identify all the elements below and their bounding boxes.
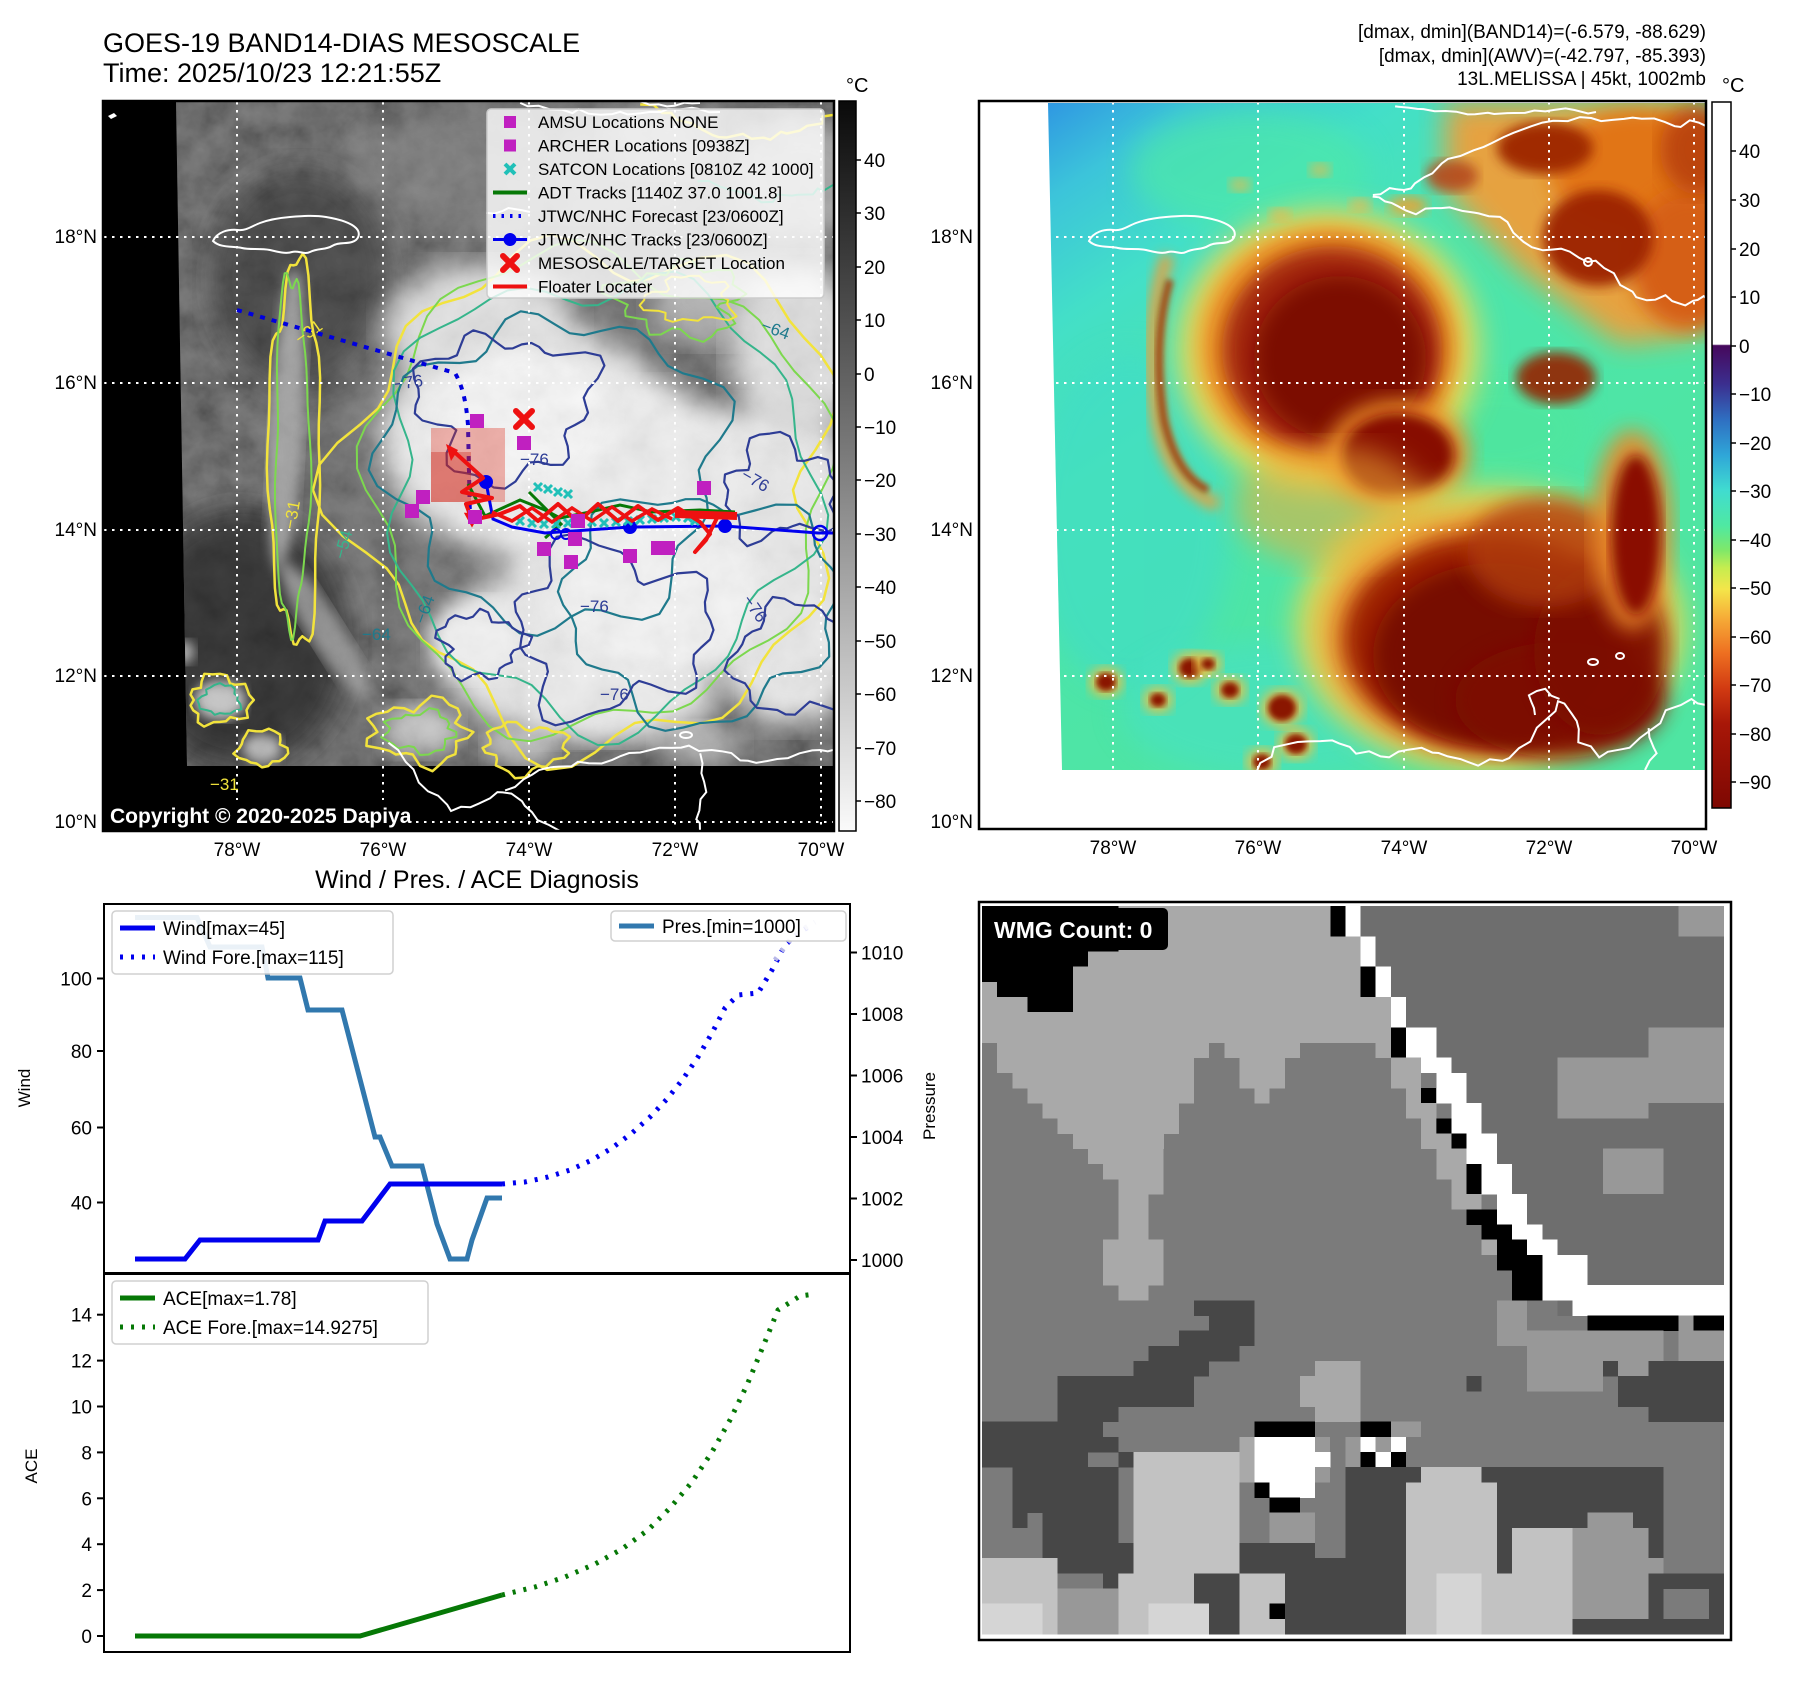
svg-text:10: 10 bbox=[864, 311, 885, 332]
svg-text:40: 40 bbox=[864, 151, 885, 172]
svg-text:60: 60 bbox=[71, 1119, 92, 1140]
svg-text:14: 14 bbox=[71, 1306, 93, 1327]
svg-text:−10: −10 bbox=[864, 418, 896, 439]
svg-text:2: 2 bbox=[81, 1581, 92, 1602]
svg-text:76°W: 76°W bbox=[360, 840, 407, 861]
svg-text:12°N: 12°N bbox=[55, 666, 97, 687]
svg-text:74°W: 74°W bbox=[506, 840, 553, 861]
svg-text:0: 0 bbox=[864, 365, 875, 386]
svg-text:12: 12 bbox=[71, 1352, 92, 1373]
svg-text:AMSU Locations NONE: AMSU Locations NONE bbox=[538, 113, 718, 132]
svg-text:−80: −80 bbox=[864, 792, 896, 813]
svg-text:1008: 1008 bbox=[861, 1005, 903, 1026]
svg-text:−40: −40 bbox=[1739, 531, 1771, 552]
svg-text:[dmax, dmin](BAND14)=(-6.579,: [dmax, dmin](BAND14)=(-6.579, -88.629) bbox=[1358, 22, 1706, 43]
svg-text:−20: −20 bbox=[864, 471, 896, 492]
svg-text:10: 10 bbox=[1739, 288, 1760, 309]
svg-text:14°N: 14°N bbox=[55, 520, 97, 541]
svg-text:1002: 1002 bbox=[861, 1190, 903, 1211]
svg-text:16°N: 16°N bbox=[55, 373, 97, 394]
svg-text:ACE: ACE bbox=[22, 1449, 41, 1484]
svg-text:13L.MELISSA | 45kt, 1002mb: 13L.MELISSA | 45kt, 1002mb bbox=[1457, 69, 1706, 90]
svg-text:ACE Fore.[max=14.9275]: ACE Fore.[max=14.9275] bbox=[163, 1318, 378, 1339]
svg-text:1006: 1006 bbox=[861, 1067, 903, 1088]
svg-text:Pres.[min=1000]: Pres.[min=1000] bbox=[662, 917, 801, 938]
svg-text:70°W: 70°W bbox=[1671, 838, 1718, 859]
svg-text:100: 100 bbox=[60, 970, 92, 991]
svg-text:°C: °C bbox=[1722, 75, 1744, 97]
svg-text:−20: −20 bbox=[1739, 434, 1771, 455]
svg-text:72°W: 72°W bbox=[1526, 838, 1573, 859]
svg-text:70°W: 70°W bbox=[798, 840, 845, 861]
svg-text:1010: 1010 bbox=[861, 944, 903, 965]
svg-text:Wind / Pres. / ACE Diagnosis: Wind / Pres. / ACE Diagnosis bbox=[315, 866, 639, 894]
svg-text:°C: °C bbox=[846, 75, 868, 97]
svg-text:−60: −60 bbox=[864, 685, 896, 706]
svg-text:−30: −30 bbox=[864, 525, 896, 546]
svg-text:Time: 2025/10/23 12:21:55Z: Time: 2025/10/23 12:21:55Z bbox=[103, 58, 441, 88]
svg-text:−76: −76 bbox=[580, 597, 609, 616]
svg-text:76°W: 76°W bbox=[1235, 838, 1282, 859]
svg-text:−30: −30 bbox=[1739, 482, 1771, 503]
svg-text:−70: −70 bbox=[1739, 676, 1771, 697]
svg-text:16°N: 16°N bbox=[931, 373, 973, 394]
svg-text:Pressure: Pressure bbox=[920, 1072, 939, 1140]
svg-text:Wind Fore.[max=115]: Wind Fore.[max=115] bbox=[163, 948, 344, 969]
svg-text:−31: −31 bbox=[280, 499, 304, 531]
svg-text:74°W: 74°W bbox=[1381, 838, 1428, 859]
svg-text:−76: −76 bbox=[600, 685, 629, 704]
svg-text:72°W: 72°W bbox=[652, 840, 699, 861]
svg-text:30: 30 bbox=[864, 204, 885, 225]
svg-text:Floater Locater: Floater Locater bbox=[538, 278, 653, 297]
svg-text:78°W: 78°W bbox=[1090, 838, 1137, 859]
svg-text:10°N: 10°N bbox=[931, 812, 973, 833]
svg-text:−50: −50 bbox=[864, 632, 896, 653]
svg-text:18°N: 18°N bbox=[931, 227, 973, 248]
svg-text:ACE[max=1.78]: ACE[max=1.78] bbox=[163, 1289, 297, 1310]
svg-text:40: 40 bbox=[71, 1194, 92, 1215]
svg-text:WMG Count: 0: WMG Count: 0 bbox=[994, 917, 1152, 943]
svg-text:1004: 1004 bbox=[861, 1128, 904, 1149]
svg-text:MESOSCALE/TARGET Location: MESOSCALE/TARGET Location bbox=[538, 254, 785, 273]
svg-text:6: 6 bbox=[81, 1489, 92, 1510]
svg-text:14°N: 14°N bbox=[931, 520, 973, 541]
svg-text:−10: −10 bbox=[1739, 385, 1771, 406]
svg-text:Wind[max=45]: Wind[max=45] bbox=[163, 919, 285, 940]
svg-text:ADT Tracks [1140Z 37.0 1001.8]: ADT Tracks [1140Z 37.0 1001.8] bbox=[538, 184, 782, 203]
svg-text:20: 20 bbox=[1739, 240, 1760, 261]
svg-text:30: 30 bbox=[1739, 191, 1760, 212]
svg-text:10: 10 bbox=[71, 1398, 92, 1419]
svg-text:−50: −50 bbox=[1739, 579, 1771, 600]
svg-text:−76: −76 bbox=[520, 450, 549, 469]
svg-text:[dmax, dmin](AWV)=(-42.797, -8: [dmax, dmin](AWV)=(-42.797, -85.393) bbox=[1379, 46, 1706, 67]
svg-text:4: 4 bbox=[81, 1535, 92, 1556]
svg-text:0: 0 bbox=[81, 1627, 92, 1648]
svg-text:ARCHER Locations [0938Z]: ARCHER Locations [0938Z] bbox=[538, 137, 750, 156]
svg-text:18°N: 18°N bbox=[55, 227, 97, 248]
svg-text:−70: −70 bbox=[864, 739, 896, 760]
svg-text:−60: −60 bbox=[1739, 628, 1771, 649]
svg-text:Wind: Wind bbox=[15, 1069, 34, 1108]
svg-text:80: 80 bbox=[71, 1042, 92, 1063]
svg-text:JTWC/NHC Tracks [23/0600Z]: JTWC/NHC Tracks [23/0600Z] bbox=[538, 231, 768, 250]
svg-text:−80: −80 bbox=[1739, 725, 1771, 746]
svg-text:−64: −64 bbox=[362, 625, 391, 644]
svg-text:12°N: 12°N bbox=[931, 666, 973, 687]
svg-text:Copyright © 2020-2025 Dapiya: Copyright © 2020-2025 Dapiya bbox=[110, 805, 412, 828]
svg-text:−31: −31 bbox=[210, 775, 239, 794]
svg-text:10°N: 10°N bbox=[55, 812, 97, 833]
svg-text:0: 0 bbox=[1739, 337, 1750, 358]
svg-text:8: 8 bbox=[81, 1443, 92, 1464]
svg-text:GOES-19 BAND14-DIAS MESOSCALE: GOES-19 BAND14-DIAS MESOSCALE bbox=[103, 28, 580, 58]
svg-text:JTWC/NHC Forecast [23/0600Z]: JTWC/NHC Forecast [23/0600Z] bbox=[538, 207, 784, 226]
svg-text:20: 20 bbox=[864, 258, 885, 279]
svg-text:−40: −40 bbox=[864, 578, 896, 599]
svg-text:−90: −90 bbox=[1739, 773, 1771, 794]
svg-text:40: 40 bbox=[1739, 142, 1760, 163]
svg-text:SATCON Locations [0810Z 42 100: SATCON Locations [0810Z 42 1000] bbox=[538, 160, 814, 179]
svg-text:1000: 1000 bbox=[861, 1251, 903, 1272]
svg-text:78°W: 78°W bbox=[214, 840, 261, 861]
